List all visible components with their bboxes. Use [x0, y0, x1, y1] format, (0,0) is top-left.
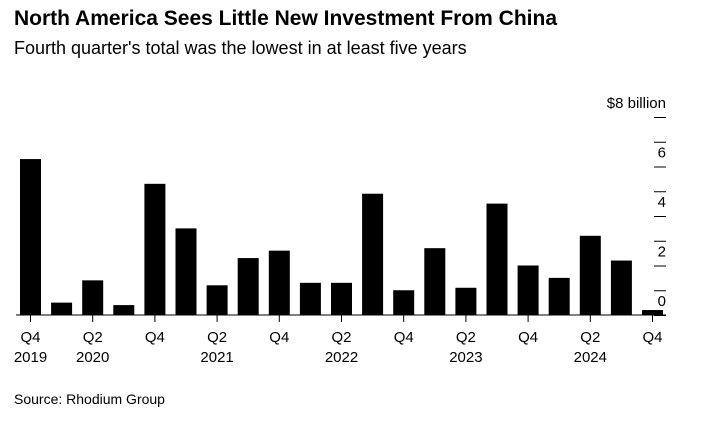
x-tick-label-2: Q2	[83, 329, 103, 346]
chart-subtitle: Fourth quarter's total was the lowest in…	[14, 38, 467, 58]
bar-18	[579, 235, 601, 315]
bar-16	[517, 265, 539, 315]
x-tick-label-14: Q2	[456, 329, 476, 346]
bar-17	[548, 277, 570, 315]
x-tick-label-16: Q4	[518, 329, 538, 346]
x-tick-label-18: Q2	[580, 329, 600, 346]
x-tick-label-4: Q4	[145, 329, 165, 346]
x-year-label-6: 2021	[200, 349, 233, 366]
bar-9	[299, 282, 321, 315]
bar-6	[206, 285, 228, 315]
bar-7	[237, 258, 259, 315]
bar-19	[610, 260, 632, 315]
bar-10	[331, 282, 352, 315]
y-tick-label-8: $8 billion	[607, 95, 666, 112]
y-tick-label-4: 4	[658, 194, 666, 211]
chart-title: North America Sees Little New Investment…	[14, 7, 558, 30]
y-tick-label-2: 2	[658, 244, 666, 261]
x-tick-label-0: Q4	[20, 329, 40, 346]
x-tick-label-6: Q2	[207, 329, 227, 346]
bar-2	[82, 280, 104, 315]
y-tick-label-0: 0	[658, 293, 666, 310]
x-year-label-0: 2019	[14, 349, 47, 366]
x-tick-label-12: Q4	[394, 329, 414, 346]
bar-11	[362, 193, 384, 315]
x-tick-label-10: Q2	[331, 329, 351, 346]
bar-5	[175, 228, 197, 315]
bar-14	[455, 287, 477, 315]
x-tick-label-20: Q4	[642, 329, 662, 346]
bar-20	[642, 310, 663, 315]
source-note: Source: Rhodium Group	[14, 391, 165, 407]
bar-12	[393, 290, 415, 315]
bar-0	[20, 159, 41, 315]
y-tick-label-6: 6	[658, 145, 666, 162]
bar-1	[51, 302, 73, 315]
bar-8	[268, 250, 290, 315]
bar-4	[144, 183, 166, 315]
bar-13	[424, 248, 446, 315]
x-year-label-14: 2023	[449, 349, 482, 366]
bar-3	[113, 305, 135, 315]
bar-15	[486, 203, 508, 315]
x-year-label-18: 2024	[574, 349, 607, 366]
x-year-label-2: 2020	[76, 349, 109, 366]
x-year-label-10: 2022	[325, 349, 358, 366]
x-tick-label-8: Q4	[269, 329, 289, 346]
